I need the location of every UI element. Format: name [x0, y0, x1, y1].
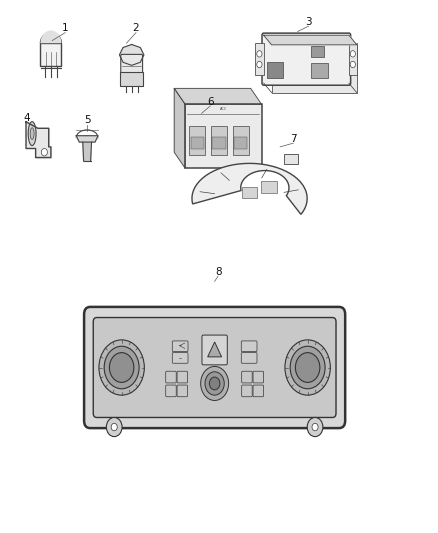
Circle shape: [41, 149, 47, 156]
FancyBboxPatch shape: [121, 54, 143, 74]
Bar: [211, 126, 227, 155]
FancyBboxPatch shape: [172, 353, 188, 364]
Bar: [120, 72, 143, 86]
Circle shape: [295, 353, 320, 382]
Text: 6: 6: [207, 96, 214, 107]
Polygon shape: [76, 136, 98, 142]
Circle shape: [111, 423, 117, 431]
Circle shape: [350, 51, 356, 57]
Polygon shape: [26, 122, 51, 158]
FancyBboxPatch shape: [202, 335, 227, 365]
Bar: [311, 63, 328, 78]
Text: 1: 1: [62, 23, 69, 34]
Polygon shape: [208, 342, 222, 357]
FancyBboxPatch shape: [166, 371, 176, 383]
FancyBboxPatch shape: [177, 385, 187, 397]
FancyBboxPatch shape: [253, 371, 264, 383]
Circle shape: [257, 61, 262, 68]
Text: 8: 8: [215, 267, 222, 277]
Polygon shape: [192, 164, 307, 214]
Bar: [242, 187, 258, 198]
Circle shape: [205, 372, 224, 395]
FancyBboxPatch shape: [166, 385, 176, 397]
Text: 2: 2: [133, 23, 139, 34]
Text: 7: 7: [290, 134, 297, 144]
Bar: [40, 43, 61, 66]
Circle shape: [201, 367, 229, 400]
FancyBboxPatch shape: [253, 385, 264, 397]
Circle shape: [350, 61, 356, 68]
Bar: [272, 45, 357, 93]
Wedge shape: [40, 30, 61, 43]
Bar: [267, 62, 283, 78]
Circle shape: [285, 340, 330, 395]
Bar: [233, 126, 249, 155]
Text: 5: 5: [84, 115, 91, 125]
Polygon shape: [83, 142, 92, 161]
FancyBboxPatch shape: [242, 385, 252, 397]
Bar: [261, 181, 277, 193]
FancyBboxPatch shape: [262, 33, 351, 85]
Bar: [191, 137, 204, 149]
Circle shape: [290, 346, 325, 389]
FancyBboxPatch shape: [242, 371, 252, 383]
Polygon shape: [174, 88, 261, 104]
Bar: [185, 104, 261, 168]
Ellipse shape: [30, 128, 34, 140]
FancyBboxPatch shape: [84, 307, 345, 428]
Circle shape: [307, 417, 323, 437]
Circle shape: [209, 377, 220, 390]
FancyBboxPatch shape: [241, 353, 257, 364]
Circle shape: [257, 51, 262, 57]
Text: 3: 3: [305, 17, 312, 27]
Polygon shape: [76, 136, 98, 138]
FancyBboxPatch shape: [172, 341, 188, 352]
Circle shape: [312, 423, 318, 431]
Text: 4: 4: [24, 112, 30, 123]
Text: ACC: ACC: [220, 107, 227, 111]
FancyBboxPatch shape: [93, 318, 336, 417]
Bar: [212, 137, 226, 149]
Bar: [255, 43, 264, 75]
Circle shape: [106, 417, 122, 437]
Bar: [189, 126, 205, 155]
Polygon shape: [264, 35, 357, 45]
Circle shape: [104, 346, 139, 389]
Polygon shape: [174, 88, 185, 168]
Bar: [234, 137, 247, 149]
Circle shape: [110, 353, 134, 382]
FancyBboxPatch shape: [241, 341, 257, 352]
Polygon shape: [120, 44, 144, 66]
Circle shape: [99, 340, 145, 395]
Ellipse shape: [28, 122, 36, 146]
Bar: [311, 46, 324, 56]
Bar: [349, 43, 357, 75]
Bar: [285, 155, 297, 164]
FancyBboxPatch shape: [177, 371, 187, 383]
